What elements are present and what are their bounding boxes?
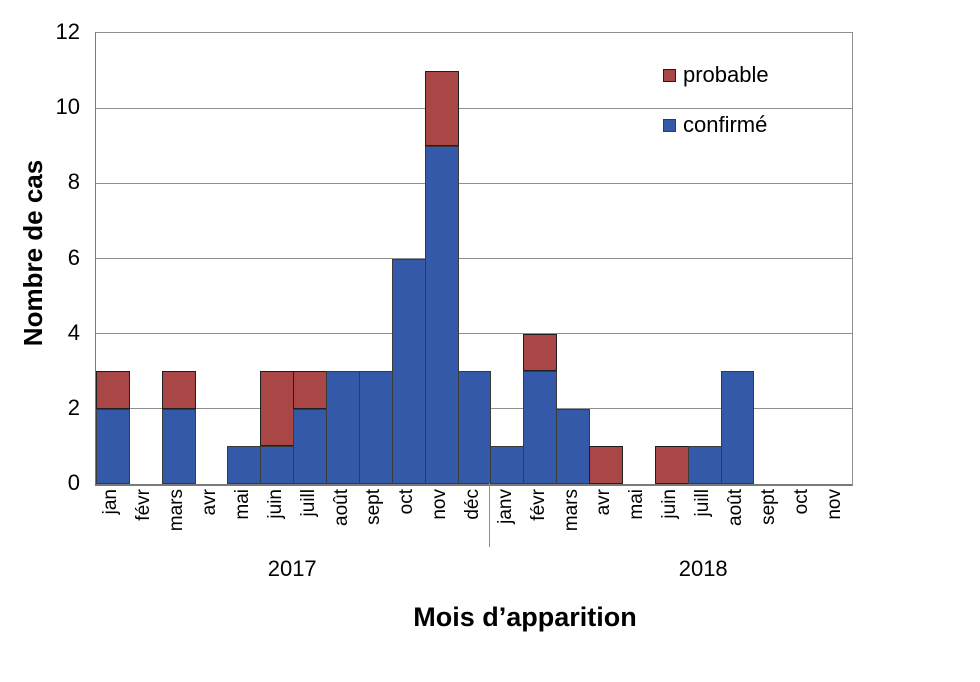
- bar-segment-confirmé-janv-2018: [490, 446, 525, 484]
- legend-swatch-probable: [663, 68, 676, 82]
- bar-segment-confirmé-mai-2017: [227, 446, 262, 484]
- month-label-text: avr: [593, 489, 615, 516]
- month-label-text: mars: [560, 489, 582, 532]
- month-label-text: août: [330, 489, 352, 526]
- month-label-text: sept: [363, 489, 385, 525]
- month-label-text: janv: [494, 489, 516, 524]
- legend: probable confirmé: [663, 63, 769, 163]
- y-tick-label-0: 0: [67, 470, 80, 495]
- month-label-nov-2017: nov: [424, 489, 457, 574]
- month-label-mars-2018: mars: [555, 489, 588, 574]
- month-label-text: févr: [133, 489, 155, 521]
- month-label-text: déc: [462, 489, 484, 520]
- month-label-text: mai: [626, 489, 648, 520]
- legend-label: probable: [683, 62, 769, 87]
- month-label-déc-2017: déc: [457, 489, 490, 574]
- bar-segment-probable-mars-2017: [161, 371, 196, 409]
- month-label-text: juill: [692, 489, 714, 517]
- legend-item-confirmé: confirmé: [663, 113, 769, 137]
- bar-segment-confirmé-août-2017: [326, 371, 360, 484]
- bar-segment-probable-nov-2017: [424, 70, 459, 146]
- y-tick-label-6: 6: [67, 244, 80, 270]
- bar-segment-probable-juill-2017: [293, 371, 328, 409]
- y-tick-label-12: 12: [55, 19, 80, 44]
- gridline-y-8: [96, 182, 852, 184]
- month-label-text: nov: [429, 489, 451, 520]
- bar-segment-probable-jan-2017: [96, 371, 130, 409]
- month-label-text: juill: [297, 489, 319, 517]
- month-label-text: jan: [100, 489, 122, 515]
- bar-segment-confirmé-juin-2017: [260, 446, 295, 484]
- month-label-text: mars: [166, 489, 188, 532]
- year-group-separator: [489, 483, 491, 547]
- bar-segment-probable-juin-2018: [654, 446, 689, 484]
- gridline-y-10: [96, 107, 852, 109]
- month-label-text: juin: [264, 489, 286, 519]
- month-label-janv-2018: janv: [489, 489, 522, 574]
- month-label-mars-2017: mars: [161, 489, 194, 574]
- month-label-févr-2018: févr: [522, 489, 555, 574]
- y-tick-label-10: 10: [55, 94, 80, 120]
- bar-segment-confirmé-févr-2018: [523, 371, 558, 484]
- bar-segment-confirmé-juill-2018: [687, 446, 722, 484]
- month-label-jan-2017: jan: [95, 489, 128, 574]
- month-label-text: sept: [757, 489, 779, 525]
- y-tick-label-2: 2: [67, 394, 80, 420]
- bar-segment-confirmé-nov-2017: [424, 145, 459, 484]
- legend-swatch-confirmé: [663, 118, 676, 132]
- month-label-text: oct: [396, 489, 418, 515]
- legend-label: confirmé: [683, 112, 768, 137]
- legend-item-probable: probable: [663, 63, 769, 87]
- month-label-févr-2017: févr: [128, 489, 161, 574]
- plot-area: [95, 32, 853, 486]
- y-tick-label-4: 4: [67, 319, 80, 345]
- year-label-2017: 2017: [267, 556, 317, 581]
- bar-segment-confirmé-sept-2017: [358, 371, 393, 484]
- month-label-text: mai: [231, 489, 253, 520]
- month-label-text: nov: [823, 489, 845, 520]
- month-label-text: févr: [527, 489, 549, 521]
- bar-segment-confirmé-oct-2017: [391, 258, 426, 484]
- month-label-text: oct: [790, 489, 812, 515]
- bar-segment-confirmé-août-2018: [720, 371, 755, 484]
- y-tick-label-8: 8: [67, 169, 80, 195]
- gridline-y-6: [96, 258, 852, 259]
- month-label-nov-2018: nov: [818, 489, 851, 574]
- bar-segment-probable-févr-2018: [523, 333, 558, 372]
- bar-segment-confirmé-déc-2017: [457, 371, 492, 484]
- month-label-text: août: [724, 489, 746, 526]
- year-label-2018: 2018: [678, 556, 728, 581]
- bar-segment-confirmé-mars-2018: [556, 408, 591, 484]
- bar-segment-probable-avr-2018: [589, 446, 623, 484]
- month-label-oct-2017: oct: [391, 489, 424, 574]
- bar-segment-confirmé-jan-2017: [96, 408, 130, 484]
- gridline-y-4: [96, 333, 852, 335]
- bar-segment-confirmé-mars-2017: [161, 408, 196, 484]
- x-axis-title: Mois d’apparition: [413, 602, 637, 632]
- month-label-text: juin: [659, 489, 681, 519]
- month-label-text: avr: [199, 489, 221, 516]
- bar-segment-confirmé-juill-2017: [293, 408, 328, 484]
- bar-segment-probable-juin-2017: [260, 371, 295, 447]
